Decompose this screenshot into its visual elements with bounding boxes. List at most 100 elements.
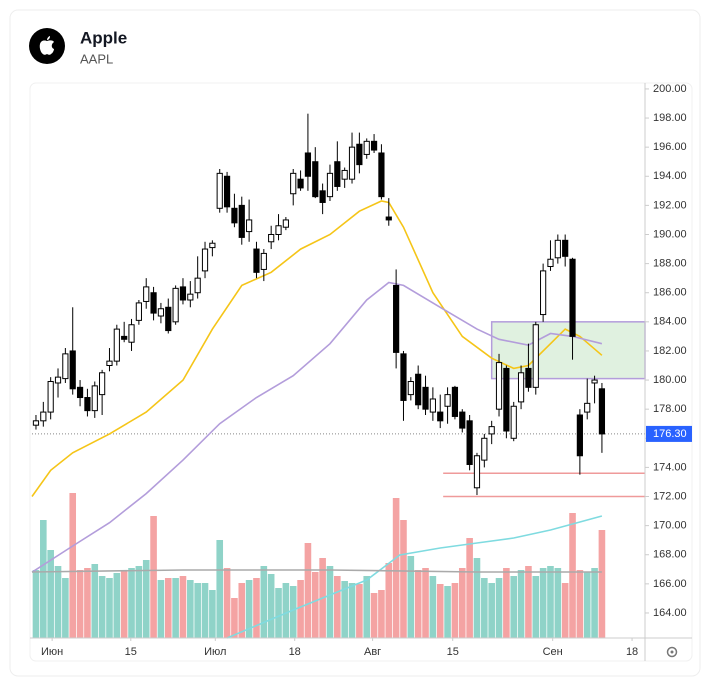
candle-body xyxy=(40,411,47,422)
candle-body xyxy=(260,252,267,270)
volume-bar xyxy=(164,578,172,638)
candle-body xyxy=(422,386,429,410)
candle-body xyxy=(113,328,120,362)
volume-bar xyxy=(311,572,319,638)
volume-bar xyxy=(444,586,451,638)
candle-body xyxy=(253,248,260,273)
volume-bar xyxy=(356,584,363,638)
volume-bar xyxy=(201,583,209,638)
volume-bar xyxy=(135,566,143,638)
candle-body xyxy=(393,284,400,353)
candle-body xyxy=(268,233,275,243)
candle-body xyxy=(216,172,223,209)
volume-bar xyxy=(414,570,422,638)
candle-body xyxy=(312,161,319,198)
volume-bar xyxy=(128,568,135,638)
candle-body xyxy=(363,140,370,155)
volume-bar xyxy=(400,520,407,638)
candle-body xyxy=(62,353,69,380)
candle-body xyxy=(326,172,334,198)
candle-body xyxy=(282,219,289,228)
candle-body xyxy=(591,379,598,384)
volume-bar xyxy=(76,570,84,638)
y-tick-label: 194.00 xyxy=(653,170,687,182)
candle-body xyxy=(562,239,569,257)
last-price-box xyxy=(646,425,692,442)
y-tick-label: 200.00 xyxy=(653,83,687,95)
y-tick-label: 184.00 xyxy=(653,316,687,328)
volume-bar xyxy=(429,576,437,638)
candle-body xyxy=(598,388,606,435)
candle-body xyxy=(47,381,54,413)
volume-bar xyxy=(576,570,584,638)
candle-body xyxy=(569,258,576,337)
volume-bar xyxy=(348,583,356,638)
volume-bar xyxy=(40,520,47,638)
candle-body xyxy=(459,411,466,429)
candle-body xyxy=(290,172,297,195)
candle-body xyxy=(194,277,201,294)
settings-icon[interactable] xyxy=(666,646,678,658)
volume-bar xyxy=(289,586,297,638)
moving-average xyxy=(226,515,603,639)
volume-bar xyxy=(179,576,187,638)
candle-body xyxy=(510,405,517,439)
volume-bar xyxy=(275,588,282,638)
moving-average xyxy=(31,200,603,497)
volume-bar xyxy=(304,543,312,638)
volume-bar xyxy=(267,574,275,638)
candle-body xyxy=(84,397,91,412)
volume-bar xyxy=(363,576,371,638)
candle-body xyxy=(444,394,451,407)
candle-body xyxy=(150,292,157,314)
volume-bar xyxy=(525,566,532,638)
x-tick-label: Авг xyxy=(364,646,381,658)
candle-body xyxy=(91,385,98,412)
y-tick-label: 166.00 xyxy=(653,578,687,590)
y-tick-label: 170.00 xyxy=(653,520,687,532)
y-tick-label: 168.00 xyxy=(653,549,687,561)
candle-body xyxy=(584,402,591,413)
volume-bar xyxy=(392,498,400,638)
volume-bar xyxy=(495,578,503,638)
y-tick-label: 164.00 xyxy=(653,607,687,619)
volume-bar xyxy=(62,578,69,638)
volume-bar xyxy=(422,568,429,638)
candle-body xyxy=(488,426,495,435)
volume-bar xyxy=(378,590,385,638)
candle-body xyxy=(179,286,187,301)
y-tick-label: 182.00 xyxy=(653,345,687,357)
volume-bar xyxy=(32,570,40,638)
volume-bar xyxy=(172,578,179,638)
candle-body xyxy=(429,398,436,413)
candle-body xyxy=(187,293,194,301)
volume-bar xyxy=(451,583,459,638)
candle-body xyxy=(143,286,150,302)
volume-bar xyxy=(341,581,348,638)
volume-bar xyxy=(326,566,334,638)
volume-bar xyxy=(209,590,216,638)
candle-body xyxy=(378,152,385,198)
candle-body xyxy=(275,225,282,235)
y-tick-label: 174.00 xyxy=(653,461,687,473)
candle-body xyxy=(157,308,165,317)
x-tick-label: Июн xyxy=(41,646,63,658)
candle-body xyxy=(54,376,62,384)
candle-body xyxy=(451,386,459,417)
moving-average xyxy=(31,569,602,573)
candle-body xyxy=(525,367,532,388)
candle-body xyxy=(165,306,172,332)
candle-body xyxy=(106,360,113,367)
volume-bar xyxy=(69,493,77,638)
volume-bar xyxy=(539,568,547,638)
candle-body xyxy=(466,420,473,465)
volume-bar xyxy=(84,568,91,638)
volume-bar xyxy=(569,513,576,638)
volume-bar xyxy=(481,578,488,638)
volume-bar xyxy=(517,570,525,638)
x-tick-label: 15 xyxy=(125,646,137,658)
volume-bar xyxy=(54,566,62,638)
ticker: AAPL xyxy=(80,51,113,66)
volume-bar xyxy=(385,563,393,638)
